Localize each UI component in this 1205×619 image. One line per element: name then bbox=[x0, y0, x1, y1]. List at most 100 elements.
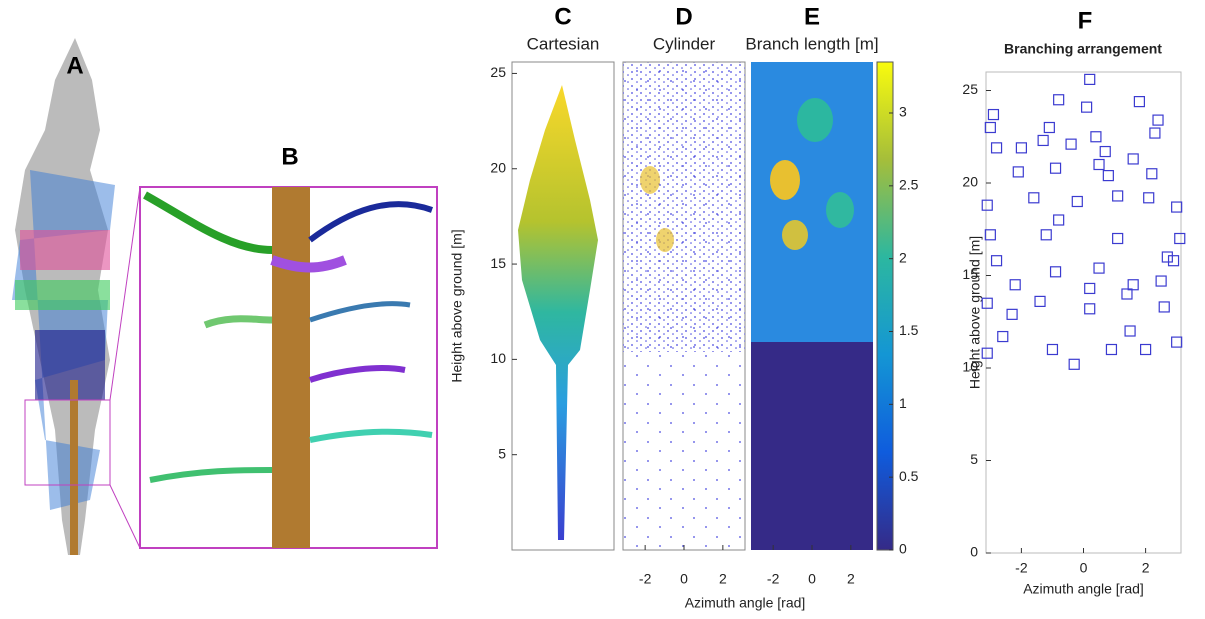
panel-label: A bbox=[66, 52, 83, 79]
x-tick-label: -2 bbox=[1015, 560, 1028, 576]
marker bbox=[1112, 232, 1124, 245]
y-axis-label: Height above ground [m] bbox=[967, 236, 983, 389]
colorbar-tick-label: 3 bbox=[899, 104, 907, 120]
x-tick-label: -2 bbox=[767, 571, 780, 587]
y-tick-label: 5 bbox=[970, 451, 978, 467]
marker bbox=[1028, 192, 1040, 204]
marker bbox=[1112, 190, 1124, 202]
marker bbox=[984, 229, 996, 241]
marker bbox=[1149, 127, 1161, 139]
marker bbox=[1127, 279, 1139, 291]
tree-a bbox=[12, 38, 141, 555]
x-tick-label: 0 bbox=[680, 571, 688, 587]
y-tick-label: 20 bbox=[962, 174, 978, 190]
x-tick-label: 2 bbox=[847, 571, 855, 587]
marker bbox=[1093, 262, 1105, 274]
x-axis-label: Azimuth angle [rad] bbox=[685, 595, 806, 611]
y-tick-label: 15 bbox=[490, 255, 506, 271]
marker bbox=[1155, 275, 1167, 287]
y-tick-label: 10 bbox=[490, 350, 506, 366]
marker bbox=[1171, 201, 1183, 213]
colorbar-tick-label: 0 bbox=[899, 541, 907, 557]
marker bbox=[1009, 279, 1021, 291]
y-axis-label: Height above ground [m] bbox=[449, 229, 465, 382]
marker bbox=[1065, 138, 1077, 150]
marker bbox=[1127, 153, 1139, 165]
marker bbox=[1140, 343, 1152, 356]
panel-label: B bbox=[281, 143, 298, 170]
x-tick-label: -2 bbox=[639, 571, 652, 587]
panel-title: Cartesian bbox=[527, 34, 600, 53]
marker bbox=[1084, 282, 1096, 295]
marker bbox=[1053, 214, 1065, 226]
marker bbox=[1093, 158, 1105, 171]
marker bbox=[1105, 343, 1118, 356]
marker bbox=[1102, 170, 1114, 182]
marker bbox=[1124, 325, 1136, 337]
marker bbox=[1043, 121, 1055, 134]
marker bbox=[1084, 303, 1096, 315]
marker bbox=[1146, 168, 1158, 180]
x-tick-label: 2 bbox=[1142, 560, 1150, 576]
marker bbox=[1099, 145, 1111, 158]
chart-title: Branching arrangement bbox=[1004, 41, 1162, 57]
panel-label: E bbox=[804, 3, 820, 30]
marker bbox=[1171, 336, 1183, 348]
marker bbox=[1090, 131, 1102, 143]
colorbar-tick-label: 0.5 bbox=[899, 468, 919, 484]
marker bbox=[1084, 73, 1096, 86]
marker bbox=[1040, 229, 1052, 241]
panel-title: Cylinder bbox=[653, 34, 716, 53]
x-tick-label: 2 bbox=[719, 571, 727, 587]
marker bbox=[1053, 94, 1065, 106]
marker bbox=[990, 142, 1003, 154]
marker bbox=[1152, 114, 1164, 126]
marker bbox=[1012, 166, 1024, 178]
marker bbox=[981, 199, 993, 211]
marker bbox=[1034, 295, 1046, 307]
marker bbox=[1167, 255, 1180, 267]
y-tick-label: 10 bbox=[962, 359, 978, 375]
cloud-art bbox=[511, 61, 873, 551]
marker bbox=[981, 347, 993, 359]
colorbar-tick-label: 2.5 bbox=[899, 177, 919, 193]
y-tick-label: 15 bbox=[962, 266, 978, 282]
marker bbox=[1037, 134, 1049, 147]
tree-b bbox=[139, 186, 438, 549]
marker bbox=[1015, 142, 1027, 154]
marker bbox=[1133, 95, 1145, 108]
marker bbox=[1121, 288, 1133, 300]
plot-area bbox=[985, 71, 1182, 554]
marker bbox=[990, 255, 1003, 267]
colorbar bbox=[876, 61, 894, 551]
panel-label: F bbox=[1078, 7, 1093, 34]
marker bbox=[1046, 343, 1059, 356]
panel-label: D bbox=[675, 3, 692, 30]
panel-label: C bbox=[554, 3, 571, 30]
x-tick-label: 0 bbox=[1080, 560, 1088, 576]
colorbar-tick-label: 1.5 bbox=[899, 322, 919, 338]
marker bbox=[1049, 266, 1062, 278]
x-tick-label: 0 bbox=[808, 571, 816, 587]
marker bbox=[981, 297, 993, 309]
marker bbox=[1143, 192, 1155, 204]
marker bbox=[987, 108, 1000, 121]
y-tick-label: 25 bbox=[490, 64, 506, 80]
colorbar-tick-label: 2 bbox=[899, 249, 907, 265]
marker bbox=[1049, 162, 1062, 174]
marker bbox=[1071, 195, 1083, 208]
y-tick-label: 20 bbox=[490, 159, 506, 175]
y-tick-label: 5 bbox=[498, 445, 506, 461]
y-tick-label: 0 bbox=[970, 544, 978, 560]
marker bbox=[984, 121, 996, 134]
marker bbox=[1068, 358, 1080, 370]
y-tick-label: 25 bbox=[962, 81, 978, 97]
marker bbox=[1006, 308, 1018, 320]
marker bbox=[1161, 251, 1173, 263]
marker bbox=[997, 330, 1009, 343]
colorbar-tick-label: 1 bbox=[899, 395, 907, 411]
marker bbox=[1158, 301, 1170, 313]
marker bbox=[1174, 232, 1186, 245]
x-axis-label: Azimuth angle [rad] bbox=[1023, 581, 1144, 597]
